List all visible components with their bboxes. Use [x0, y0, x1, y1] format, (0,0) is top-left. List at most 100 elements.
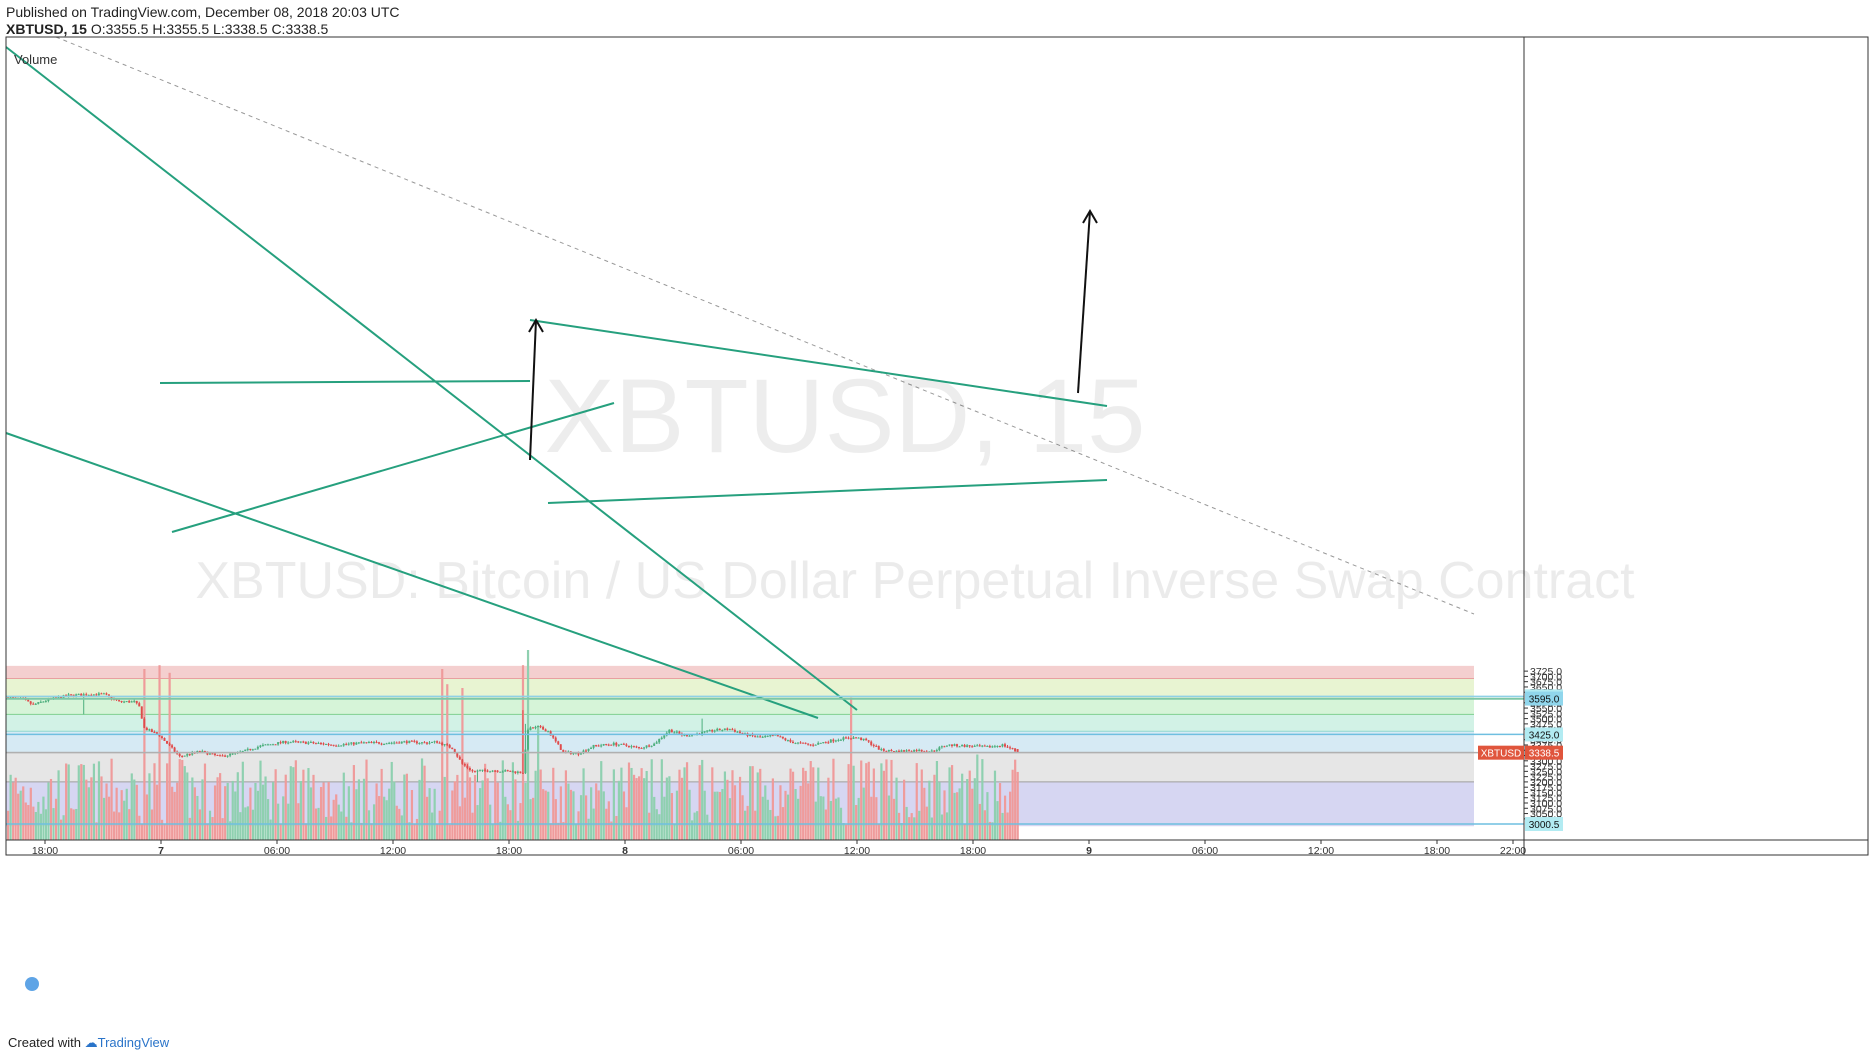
drawings-layer — [5, 46, 1524, 825]
volume-bar — [877, 824, 880, 840]
candle-body — [501, 771, 504, 773]
candle-body — [908, 750, 911, 752]
candle-body — [602, 744, 605, 746]
candle-body — [534, 726, 537, 729]
volume-bar — [602, 791, 605, 840]
candle-body — [246, 748, 249, 750]
volume-bar — [37, 801, 40, 840]
x-tick-label: 22:00 — [1500, 845, 1526, 857]
candle-body — [817, 742, 820, 745]
volume-bar — [49, 778, 53, 840]
candle-body — [494, 770, 497, 772]
candle-body — [425, 742, 428, 744]
candle-body — [413, 740, 416, 742]
candle-body — [552, 735, 555, 738]
candle-body — [622, 743, 625, 745]
candle-body — [865, 738, 868, 741]
candle-body — [302, 741, 305, 743]
volume-bar — [297, 803, 300, 840]
volume-bar — [393, 781, 396, 840]
volume-bar — [950, 765, 954, 840]
candle-body — [998, 745, 1001, 747]
candle-body — [395, 742, 398, 744]
x-tick-label: 06:00 — [1192, 845, 1218, 857]
trendline-falling-main — [5, 46, 858, 711]
volume-bar — [499, 821, 502, 840]
volume-bar — [95, 822, 98, 840]
candle-body — [590, 747, 593, 749]
candle-body — [282, 740, 285, 743]
volume-bar — [622, 791, 626, 840]
volume-bar — [698, 765, 701, 840]
volume-bar — [274, 769, 277, 840]
candle-body — [784, 738, 787, 741]
volume-bar — [186, 772, 189, 840]
candle-body — [476, 770, 479, 772]
candle-body — [448, 745, 451, 748]
candle-body — [837, 739, 840, 741]
candle-body — [675, 731, 678, 733]
volume-bar — [168, 672, 171, 840]
candle-body — [90, 694, 93, 696]
symbol-interval: XBTUSD, 15 — [6, 21, 87, 37]
candle-body — [761, 736, 764, 738]
candle-body — [915, 750, 918, 752]
candle-body — [814, 744, 817, 746]
volume-bar — [57, 770, 60, 840]
volume-bar — [171, 786, 174, 840]
tradingview-logo[interactable]: ☁ — [84, 1035, 98, 1050]
volume-bar — [272, 782, 275, 840]
volume-bar — [289, 766, 292, 840]
ohlc-low-label: L: — [213, 21, 225, 37]
volume-bar — [446, 684, 449, 840]
candle-body — [29, 701, 32, 704]
candle-body — [516, 771, 519, 773]
tradingview-link[interactable]: TradingView — [97, 1035, 170, 1050]
candle-body — [294, 741, 297, 743]
candle-body — [478, 770, 481, 772]
volume-bar — [322, 782, 325, 840]
candle-body — [403, 741, 406, 743]
volume-bar — [208, 810, 212, 840]
candle-body — [655, 742, 658, 744]
candle-body — [842, 737, 845, 740]
volume-bar — [872, 768, 875, 840]
volume-bar — [562, 822, 565, 840]
candle-body — [87, 694, 90, 696]
candle-body — [357, 742, 360, 744]
volume-bar — [713, 791, 716, 840]
volume-bar — [786, 794, 790, 840]
volume-bar — [203, 763, 207, 840]
volume-bar — [897, 812, 901, 840]
charts-by-logo[interactable]: charts by TradingView — [25, 977, 172, 992]
volume-bar — [375, 783, 378, 840]
candle-body — [80, 693, 83, 696]
volume-bar — [968, 770, 971, 840]
volume-bar — [996, 801, 999, 840]
volume-bar — [219, 773, 222, 840]
candle-body — [678, 731, 681, 734]
volume-bar — [188, 817, 191, 840]
candle-body — [504, 770, 507, 772]
volume-bar — [1009, 791, 1012, 840]
candle-body — [872, 744, 875, 746]
volume-bar — [504, 796, 507, 840]
volume-bar — [410, 789, 414, 840]
volume-bar — [118, 812, 121, 840]
volume-bar — [350, 822, 353, 840]
candle-body — [375, 741, 378, 743]
volume-bar — [352, 765, 355, 840]
candle-body — [506, 770, 509, 772]
candle-body — [299, 741, 302, 743]
volume-bar — [673, 823, 676, 840]
candle-body — [327, 743, 330, 745]
volume-bar — [22, 786, 25, 840]
candle-body — [870, 741, 873, 745]
x-tick-label: 12:00 — [1308, 845, 1334, 857]
candle-body — [120, 701, 123, 703]
y-tick-label: 3175.0 — [1530, 782, 1562, 794]
volume-bar — [617, 780, 621, 840]
watermark: XBTUSD, 15 XBTUSD: Bitcoin / US Dollar P… — [195, 358, 1635, 610]
volume-bar — [771, 778, 774, 840]
